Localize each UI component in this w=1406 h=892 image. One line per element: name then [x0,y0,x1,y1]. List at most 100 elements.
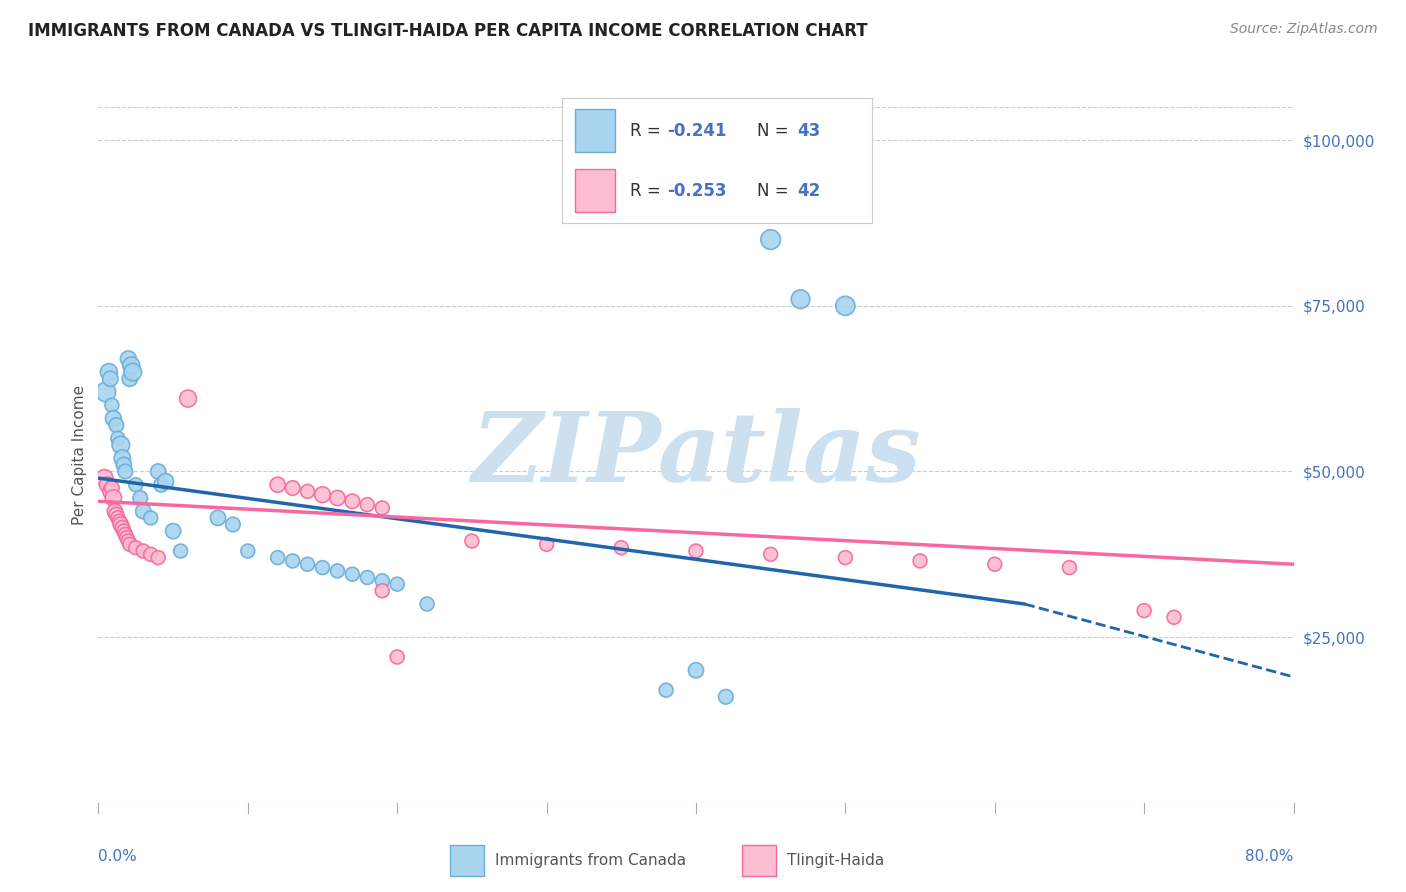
Text: -0.241: -0.241 [668,121,727,139]
Point [342,494,364,508]
Point [371,574,394,588]
Point [536,537,558,551]
Point [125,477,148,491]
Text: 43: 43 [797,121,821,139]
Point [105,508,128,522]
Point [148,465,170,479]
Point [371,583,394,598]
Point [98,372,122,386]
Point [281,554,304,568]
Point [96,477,118,491]
Point [105,418,128,433]
Point [117,534,139,549]
Y-axis label: Per Capita Income: Per Capita Income [72,384,87,525]
Bar [575,110,614,152]
Point [125,541,148,555]
Point [759,547,782,561]
Point [103,491,125,505]
Point [685,663,707,677]
Point [132,504,155,518]
Point [118,537,141,551]
Point [311,560,333,574]
Point [267,477,290,491]
Point [112,458,135,472]
Point [326,491,349,505]
Point [222,517,245,532]
Point [236,544,259,558]
Point [107,511,129,525]
Point [111,521,134,535]
Point [120,359,142,373]
Point [101,481,124,495]
Point [115,531,138,545]
Point [139,547,162,561]
Point [356,498,378,512]
Point [297,558,319,572]
Point [114,527,136,541]
Point [326,564,349,578]
Text: IMMIGRANTS FROM CANADA VS TLINGIT-HAIDA PER CAPITA INCOME CORRELATION CHART: IMMIGRANTS FROM CANADA VS TLINGIT-HAIDA … [28,22,868,40]
Bar [450,846,484,876]
Point [93,471,115,485]
Point [150,477,173,491]
Point [112,524,135,538]
Point [103,411,125,425]
Point [111,451,134,466]
Point [655,683,678,698]
Point [98,484,122,499]
Point [97,365,120,379]
Text: 42: 42 [797,182,821,200]
Point [371,500,394,515]
Point [162,524,184,538]
Text: R =: R = [630,182,666,200]
Point [108,514,131,528]
Point [1059,560,1081,574]
Point [155,475,177,489]
Point [267,550,290,565]
Point [114,465,136,479]
Point [759,233,782,247]
Point [311,488,333,502]
Text: R =: R = [630,121,666,139]
Text: N =: N = [758,121,794,139]
Point [169,544,191,558]
Point [117,351,139,366]
Point [908,554,931,568]
Point [1133,604,1156,618]
Point [385,577,409,591]
Point [789,292,811,306]
Text: Immigrants from Canada: Immigrants from Canada [495,854,686,868]
Point [104,504,127,518]
Point [94,384,117,399]
Point [461,534,484,549]
Point [177,392,200,406]
Text: 0.0%: 0.0% [98,849,138,864]
Point [148,550,170,565]
Point [281,481,304,495]
Text: N =: N = [758,182,794,200]
Point [610,541,633,555]
Point [385,650,409,665]
Text: Tlingit-Haida: Tlingit-Haida [787,854,884,868]
Text: -0.253: -0.253 [668,182,727,200]
Text: 80.0%: 80.0% [1246,849,1294,864]
Point [110,438,132,452]
Point [297,484,319,499]
Text: ZIPatlas: ZIPatlas [471,408,921,502]
Point [101,398,124,412]
Point [834,299,856,313]
Point [207,511,229,525]
Point [356,570,378,584]
Point [983,558,1005,572]
Point [139,511,162,525]
Text: Source: ZipAtlas.com: Source: ZipAtlas.com [1230,22,1378,37]
Point [129,491,152,505]
Bar [742,846,776,876]
Point [685,544,707,558]
Point [121,365,143,379]
Point [132,544,155,558]
Point [107,431,129,445]
Point [1163,610,1185,624]
Point [118,372,141,386]
Point [834,550,856,565]
